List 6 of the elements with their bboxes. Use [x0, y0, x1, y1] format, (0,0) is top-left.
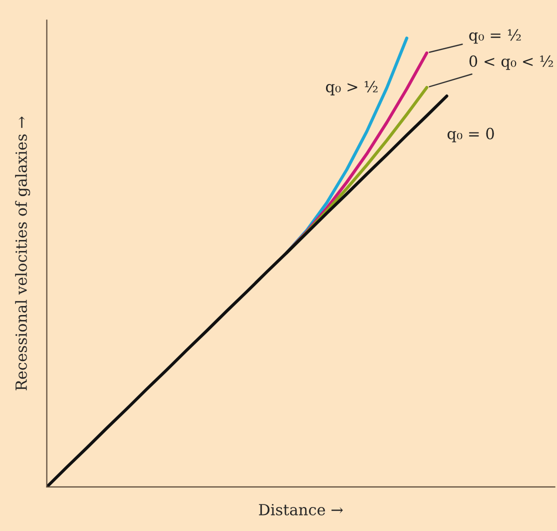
x-axis-title: Distance → — [258, 504, 343, 516]
series-label: q₀ > ½ — [326, 80, 378, 96]
y-axis-title: Recessional velocities of galaxies → — [15, 116, 30, 390]
text: 0 < q₀ < ½ — [469, 55, 553, 70]
series-label: q₀ = 0 — [448, 128, 494, 142]
text: q₀ = ½ — [469, 29, 521, 44]
